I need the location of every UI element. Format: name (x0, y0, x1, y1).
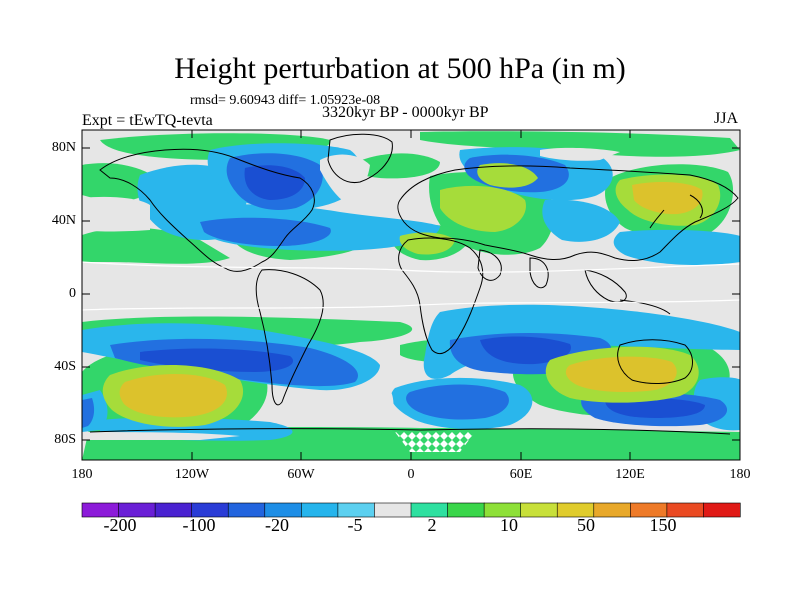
y-tick-label: 40S (54, 359, 76, 374)
colorbar-swatch (520, 502, 558, 518)
y-tick-label: 40N (51, 213, 76, 228)
colorbar-swatch (227, 502, 266, 518)
x-tick-label: 0 (407, 467, 415, 482)
colorbar-label: -20 (265, 515, 289, 535)
y-tick-label: 0 (69, 286, 76, 301)
colorbar-swatch (447, 502, 485, 518)
colorbar-swatch (593, 502, 631, 518)
colorbar-label: -200 (103, 515, 137, 535)
colorbar-label: 50 (577, 515, 595, 535)
x-tick-label: 180 (729, 467, 751, 482)
background-strips (82, 147, 740, 440)
coastlines (89, 133, 739, 435)
season-label: JJA (714, 110, 739, 127)
experiment-label: Expt = tEwTQ-tevta (82, 112, 213, 129)
y-tick-label: 80N (51, 140, 76, 155)
colorbar-label: -5 (347, 515, 363, 535)
y-tick-label: 80S (54, 432, 76, 447)
x-tick-label: 60E (509, 467, 533, 482)
colorbar-swatch (301, 502, 339, 518)
period-label: 3320kyr BP - 0000kyr BP (322, 104, 489, 121)
colorbar-label: 150 (649, 515, 677, 535)
x-tick-label: 120W (174, 467, 210, 482)
colorbar-swatch (703, 502, 741, 518)
zero-contour (82, 261, 740, 311)
x-tick-label: 120E (615, 467, 645, 482)
x-tick-label: 180 (71, 467, 93, 482)
colorbar-swatch (374, 502, 412, 518)
significance-hatch (395, 432, 475, 452)
axis-ticks (82, 130, 740, 460)
colorbar-label: 10 (500, 515, 518, 535)
colorbar-label: 2 (427, 515, 437, 535)
stats-label: rmsd= 9.60943 diff= 1.05923e-08 (190, 93, 381, 108)
chart-title: Height perturbation at 500 hPa (in m) (174, 52, 626, 85)
x-tick-label: 60W (287, 467, 315, 482)
colorbar-label: -100 (182, 515, 216, 535)
